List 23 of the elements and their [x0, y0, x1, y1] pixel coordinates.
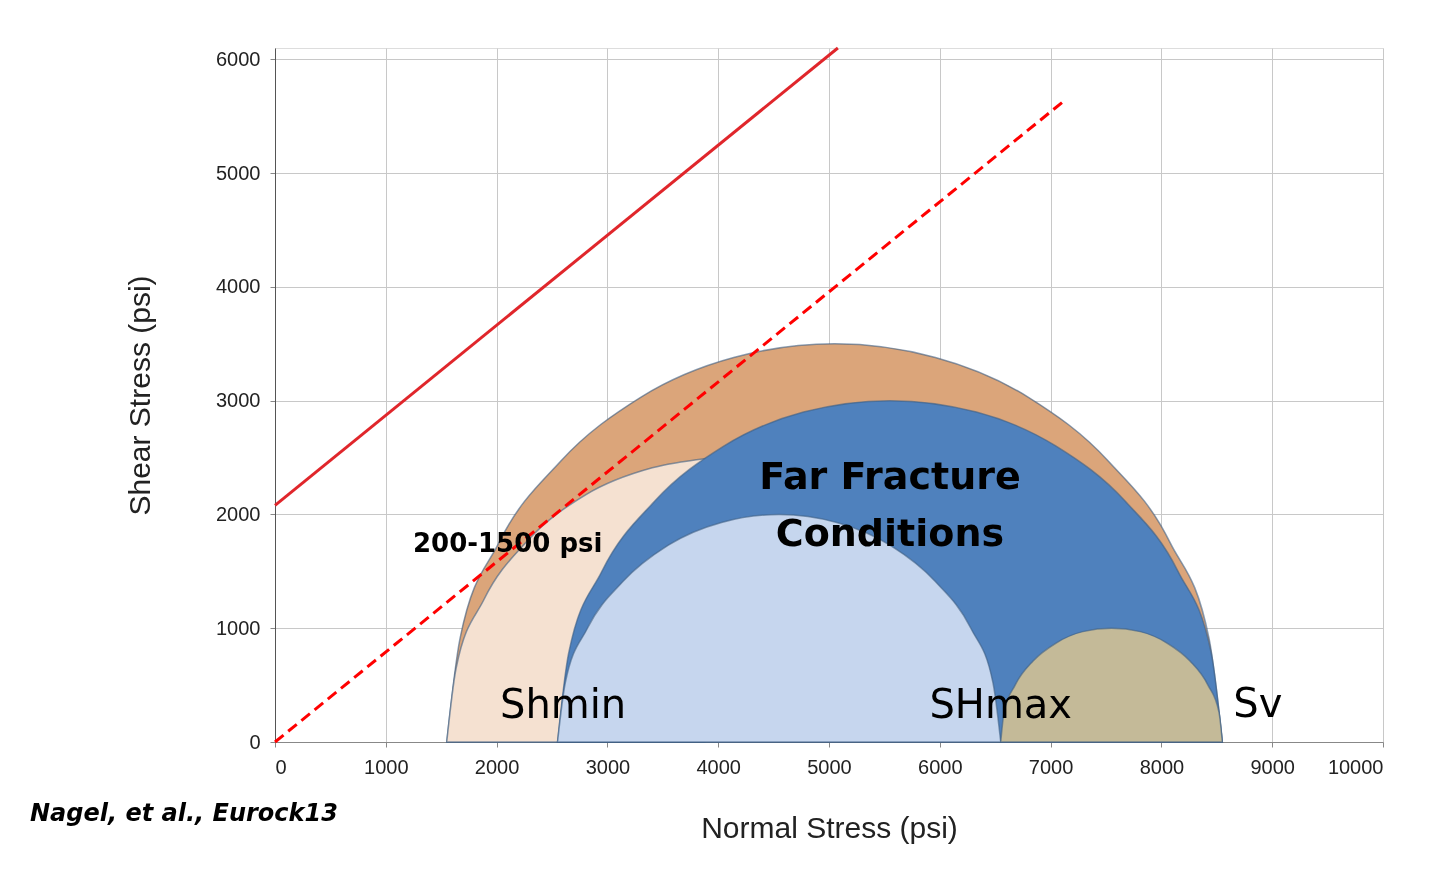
y-tick-label: 5000 [216, 161, 261, 184]
x-tick-label: 7000 [1028, 755, 1074, 778]
y-tick-label: 1000 [216, 616, 261, 639]
y-tick-label: 3000 [216, 389, 261, 412]
y-tick-label: 4000 [216, 275, 261, 298]
y-tick-label: 2000 [216, 502, 261, 525]
text: Nagel, et al., Eurock13 [30, 799, 338, 827]
x-tick-label: 3000 [585, 755, 631, 778]
y-axis-title: Shear Stress (psi) [123, 275, 157, 516]
x-axis-title: Normal Stress (psi) [701, 810, 958, 844]
x-tick-label: 6000 [918, 755, 963, 778]
annotation: Shmin [499, 680, 627, 727]
x-tick-label: 1000 [364, 755, 409, 778]
annotation: Sv [1233, 680, 1283, 727]
x-tick-label: 5000 [807, 755, 852, 778]
x-tick-label: 2000 [474, 755, 520, 778]
x-tick-label: 4000 [696, 755, 741, 778]
x-tick-label: 10000 [1327, 755, 1384, 778]
x-tick-label: 0 [275, 755, 287, 778]
x-tick-label: 9000 [1250, 755, 1295, 778]
y-tick-label: 0 [249, 730, 261, 753]
y-tick-label: 6000 [216, 47, 261, 70]
x-tick-label: 8000 [1139, 755, 1185, 778]
